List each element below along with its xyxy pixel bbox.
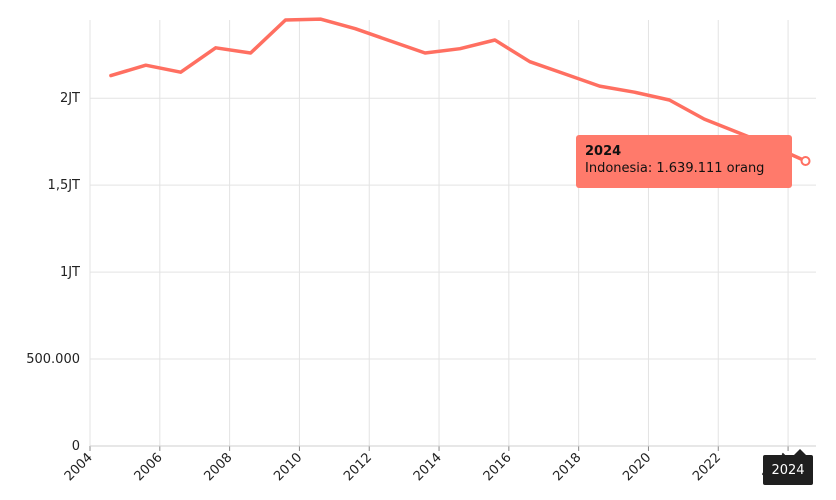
x-tick-label: 2016 — [481, 450, 515, 484]
series-line — [109, 17, 808, 163]
x-axis-hover-badge: 2024 — [763, 449, 813, 485]
x-tick-label: 2008 — [201, 450, 235, 484]
y-axis: 0 500.000 1JT 1,5JT 2JT — [26, 91, 80, 454]
tooltip-title: 2024 — [585, 144, 622, 159]
y-tick-label: 0 — [72, 439, 80, 454]
hover-point-marker[interactable] — [800, 155, 811, 166]
grid-lines — [89, 20, 816, 447]
x-tick-label: 2006 — [132, 450, 166, 484]
x-tick-label: 2004 — [62, 450, 96, 484]
x-tick-label: 2014 — [411, 450, 445, 484]
series-layer — [109, 17, 811, 166]
x-tick-label: 2020 — [620, 450, 654, 484]
x-tick-label: 2018 — [550, 450, 584, 484]
x-tick-label: 2010 — [271, 450, 305, 484]
x-tick-label: 2012 — [341, 450, 375, 484]
x-axis: 2004 2006 2008 2010 2012 2014 2016 2018 2020 2022… — [62, 445, 816, 484]
y-tick-label: 1,5JT — [48, 178, 81, 193]
y-tick-label: 500.000 — [26, 352, 80, 367]
tooltip-body: Indonesia: 1.639.111 orang — [585, 161, 765, 176]
y-tick-label: 1JT — [60, 265, 80, 280]
data-tooltip: 2024 Indonesia: 1.639.111 orang — [576, 135, 792, 188]
x-tick-label: 2022 — [690, 450, 724, 484]
y-tick-label: 2JT — [60, 91, 80, 106]
